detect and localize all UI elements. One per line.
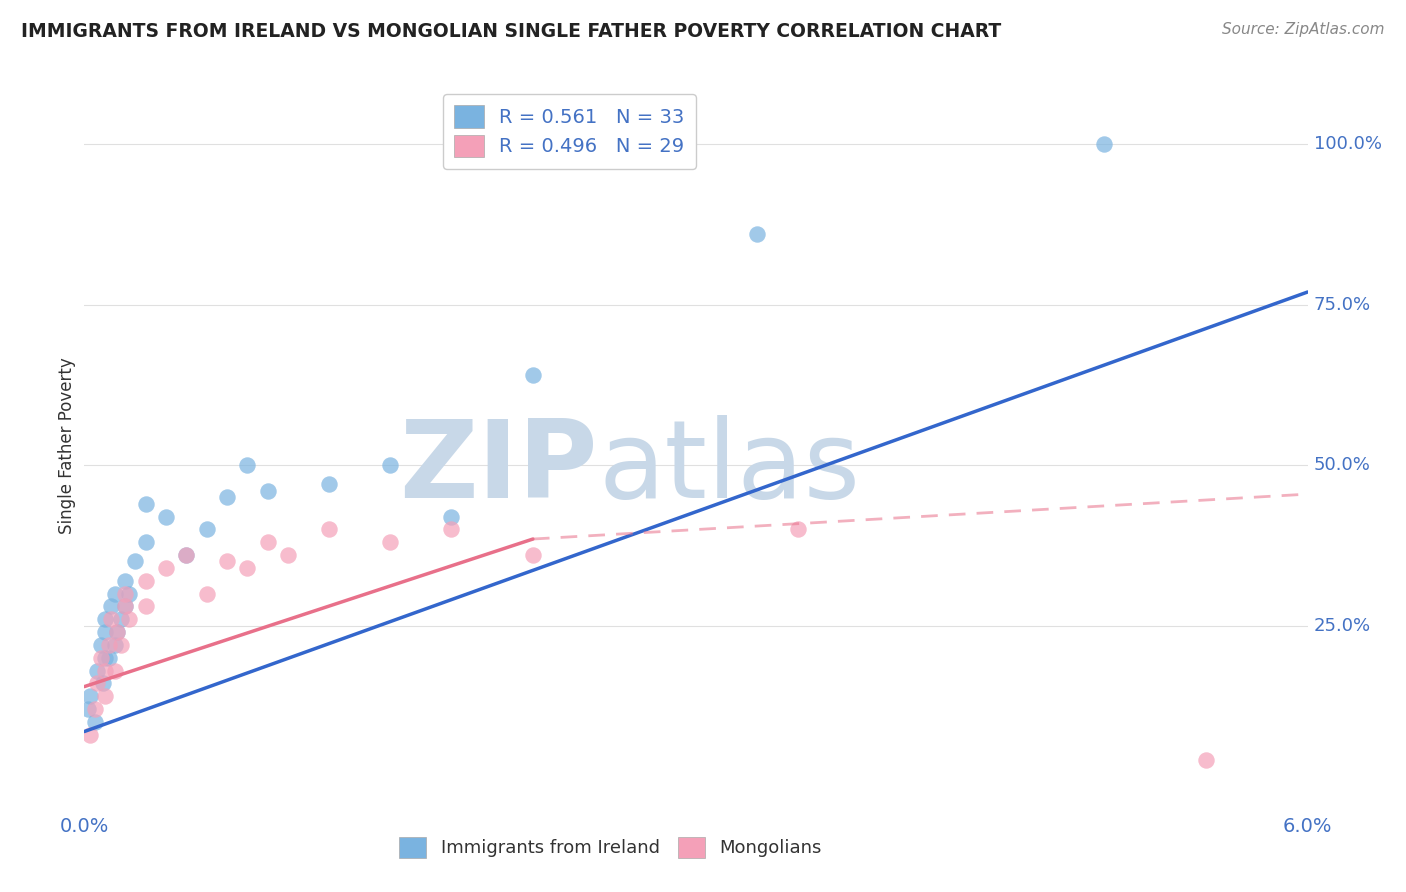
Point [97,650,120,665]
Point [79,728,101,742]
Point [257,483,280,498]
Text: atlas: atlas [598,415,860,521]
Point [277,548,299,562]
Point [105,625,128,640]
Legend: Immigrants from Ireland, Mongolians: Immigrants from Ireland, Mongolians [392,830,828,865]
Point [104,664,127,678]
Point [86,664,108,678]
Text: ZIP: ZIP [399,415,598,521]
Point [86,676,108,690]
Point [97,638,120,652]
Point [104,586,127,600]
Point [155,509,177,524]
Point [118,612,141,626]
Point [195,586,218,600]
Point [135,599,157,614]
Point [93,650,115,665]
Point [236,561,259,575]
Point [110,612,132,626]
Point [93,664,115,678]
Point [787,523,810,537]
Point [1092,137,1115,152]
Point [90,638,112,652]
Point [257,535,280,549]
Point [318,523,340,537]
Point [124,554,146,568]
Point [114,599,136,614]
Point [1195,753,1218,767]
Text: 75.0%: 75.0% [1313,296,1371,314]
Point [118,586,141,600]
Point [79,690,101,704]
Point [93,625,115,640]
Text: Source: ZipAtlas.com: Source: ZipAtlas.com [1222,22,1385,37]
Point [93,690,115,704]
Point [135,535,157,549]
Point [217,554,239,568]
Point [135,574,157,588]
Point [83,714,105,729]
Point [380,535,402,549]
Point [174,548,197,562]
Text: IMMIGRANTS FROM IRELAND VS MONGOLIAN SINGLE FATHER POVERTY CORRELATION CHART: IMMIGRANTS FROM IRELAND VS MONGOLIAN SIN… [21,22,1001,41]
Point [83,702,105,716]
Point [155,561,177,575]
Point [440,523,463,537]
Point [114,599,136,614]
Point [522,368,544,383]
Text: 25.0%: 25.0% [1313,616,1371,634]
Y-axis label: Single Father Poverty: Single Father Poverty [58,358,76,534]
Point [77,702,100,716]
Point [114,574,136,588]
Point [100,599,122,614]
Point [747,227,769,242]
Point [522,548,544,562]
Point [217,491,239,505]
Point [318,477,340,491]
Point [114,586,136,600]
Point [195,523,218,537]
Point [236,458,259,473]
Point [91,676,114,690]
Point [93,612,115,626]
Point [90,650,112,665]
Text: 50.0%: 50.0% [1313,456,1371,475]
Point [100,612,122,626]
Point [380,458,402,473]
Point [104,638,127,652]
Point [110,638,132,652]
Text: 100.0%: 100.0% [1313,136,1382,153]
Point [174,548,197,562]
Point [440,509,463,524]
Point [135,497,157,511]
Point [105,625,128,640]
